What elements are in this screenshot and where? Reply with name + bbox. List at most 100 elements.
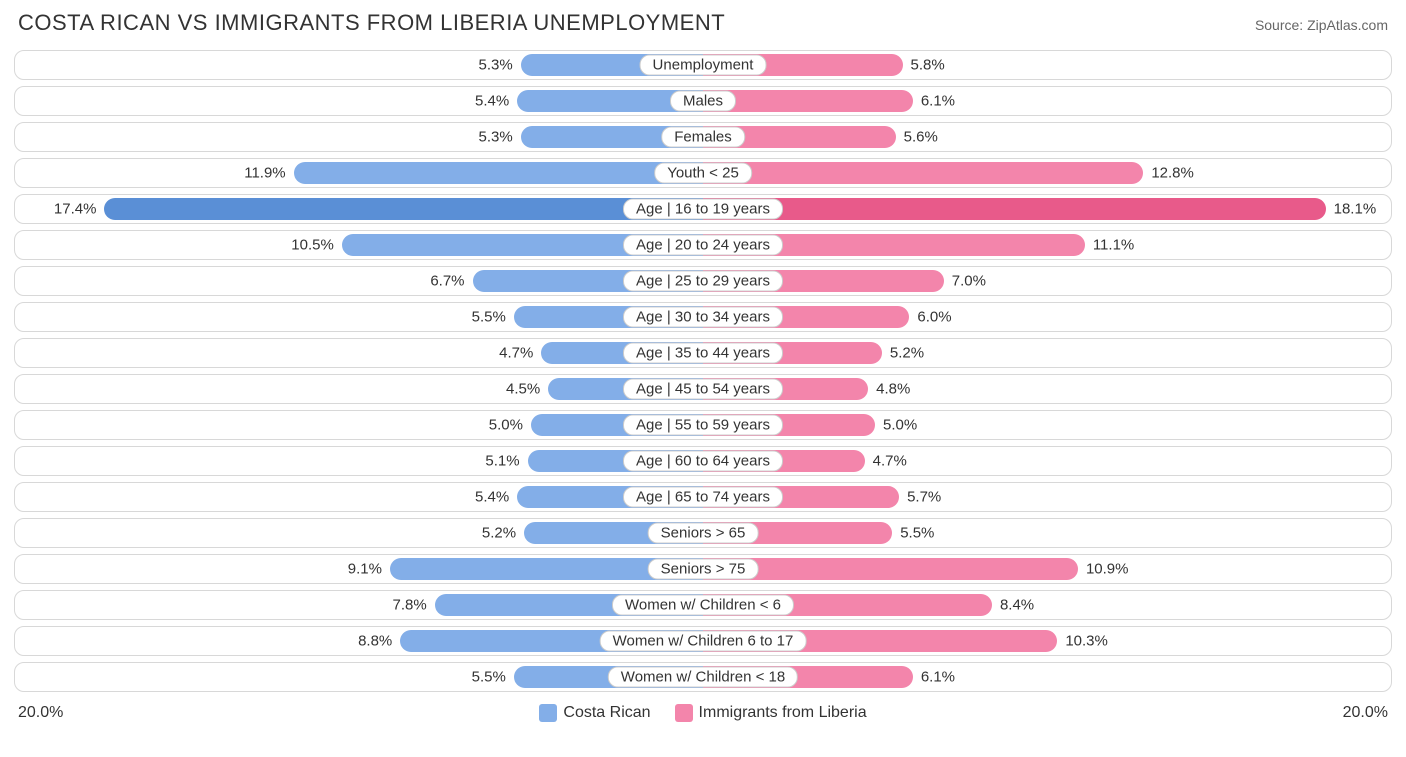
row-right-half: 5.7% <box>703 483 1391 511</box>
category-label: Seniors > 65 <box>648 523 759 544</box>
value-right: 5.0% <box>883 417 917 434</box>
chart-row: 9.1% 10.9% Seniors > 75 <box>14 554 1392 584</box>
category-label: Women w/ Children < 6 <box>612 595 794 616</box>
bar-right <box>703 198 1326 220</box>
row-left-half: 5.3% <box>15 123 703 151</box>
category-label: Seniors > 75 <box>648 559 759 580</box>
chart-row: 5.4% 5.7% Age | 65 to 74 years <box>14 482 1392 512</box>
value-right: 12.8% <box>1151 165 1194 182</box>
value-left: 5.5% <box>472 669 506 686</box>
value-right: 5.5% <box>900 525 934 542</box>
chart-row: 5.2% 5.5% Seniors > 65 <box>14 518 1392 548</box>
chart-row: 5.3%5.8%Unemployment <box>14 50 1392 80</box>
bar-left <box>294 162 703 184</box>
category-label: Age | 60 to 64 years <box>623 451 783 472</box>
value-left: 4.5% <box>506 381 540 398</box>
chart-row: 11.9% 12.8% Youth < 25 <box>14 158 1392 188</box>
chart-row: 5.3% 5.6% Females <box>14 122 1392 152</box>
value-left: 5.0% <box>489 417 523 434</box>
category-label: Women w/ Children 6 to 17 <box>600 631 807 652</box>
value-left: 6.7% <box>430 273 464 290</box>
axis-max-right: 20.0% <box>1343 704 1388 722</box>
category-label: Age | 55 to 59 years <box>623 415 783 436</box>
value-right: 6.1% <box>921 669 955 686</box>
row-right-half: 11.1% <box>703 231 1391 259</box>
row-right-half: 6.1% <box>703 663 1391 691</box>
value-right: 10.3% <box>1065 633 1108 650</box>
value-left: 8.8% <box>358 633 392 650</box>
chart-row: 10.5%11.1%Age | 20 to 24 years <box>14 230 1392 260</box>
row-right-half: 6.1% <box>703 87 1391 115</box>
value-left: 5.3% <box>478 57 512 74</box>
row-left-half: 10.5% <box>15 231 703 259</box>
value-right: 5.2% <box>890 345 924 362</box>
value-right: 5.8% <box>911 57 945 74</box>
value-left: 5.4% <box>475 93 509 110</box>
row-right-half: 6.0% <box>703 303 1391 331</box>
row-left-half: 5.4% <box>15 483 703 511</box>
chart-row: 4.5%4.8%Age | 45 to 54 years <box>14 374 1392 404</box>
row-left-half: 5.0% <box>15 411 703 439</box>
legend: Costa Rican Immigrants from Liberia <box>539 704 866 722</box>
category-label: Males <box>670 91 736 112</box>
chart-title: COSTA RICAN VS IMMIGRANTS FROM LIBERIA U… <box>18 10 725 36</box>
bar-left <box>104 198 703 220</box>
value-right: 18.1% <box>1334 201 1377 218</box>
category-label: Women w/ Children < 18 <box>608 667 798 688</box>
value-right: 8.4% <box>1000 597 1034 614</box>
row-left-half: 7.8% <box>15 591 703 619</box>
row-left-half: 6.7% <box>15 267 703 295</box>
value-left: 5.5% <box>472 309 506 326</box>
category-label: Youth < 25 <box>654 163 752 184</box>
chart-row: 5.4% 6.1% Males <box>14 86 1392 116</box>
legend-label-left: Costa Rican <box>563 704 650 722</box>
row-right-half: 5.2% <box>703 339 1391 367</box>
legend-swatch-right <box>675 704 693 722</box>
value-right: 6.1% <box>921 93 955 110</box>
row-left-half: 5.3% <box>15 51 703 79</box>
row-right-half: 4.7% <box>703 447 1391 475</box>
value-left: 4.7% <box>499 345 533 362</box>
value-right: 7.0% <box>952 273 986 290</box>
value-right: 4.7% <box>873 453 907 470</box>
chart-footer: 20.0% Costa Rican Immigrants from Liberi… <box>14 700 1392 726</box>
category-label: Age | 65 to 74 years <box>623 487 783 508</box>
row-left-half: 9.1% <box>15 555 703 583</box>
row-right-half: 7.0% <box>703 267 1391 295</box>
row-left-half: 5.5% <box>15 303 703 331</box>
value-left: 5.2% <box>482 525 516 542</box>
legend-swatch-left <box>539 704 557 722</box>
category-label: Age | 25 to 29 years <box>623 271 783 292</box>
legend-label-right: Immigrants from Liberia <box>699 704 867 722</box>
value-left: 7.8% <box>392 597 426 614</box>
value-right: 11.1% <box>1093 237 1134 254</box>
row-left-half: 17.4% <box>15 195 703 223</box>
row-left-half: 5.2% <box>15 519 703 547</box>
row-right-half: 4.8% <box>703 375 1391 403</box>
bar-right <box>703 558 1078 580</box>
axis-max-left: 20.0% <box>18 704 63 722</box>
chart-row: 5.0% 5.0% Age | 55 to 59 years <box>14 410 1392 440</box>
legend-item-left: Costa Rican <box>539 704 650 722</box>
value-left: 11.9% <box>244 165 285 182</box>
chart-source: Source: ZipAtlas.com <box>1255 17 1388 33</box>
row-left-half: 4.7% <box>15 339 703 367</box>
value-right: 5.7% <box>907 489 941 506</box>
row-right-half: 5.6% <box>703 123 1391 151</box>
value-left: 9.1% <box>348 561 382 578</box>
value-right: 4.8% <box>876 381 910 398</box>
chart-row: 6.7% 7.0% Age | 25 to 29 years <box>14 266 1392 296</box>
value-left: 5.1% <box>485 453 519 470</box>
row-left-half: 4.5% <box>15 375 703 403</box>
chart-row: 17.4% 18.1% Age | 16 to 19 years <box>14 194 1392 224</box>
row-right-half: 18.1% <box>703 195 1391 223</box>
row-right-half: 10.9% <box>703 555 1391 583</box>
category-label: Females <box>661 127 745 148</box>
value-right: 5.6% <box>904 129 938 146</box>
chart-row: 5.5% 6.1% Women w/ Children < 18 <box>14 662 1392 692</box>
value-right: 10.9% <box>1086 561 1129 578</box>
row-left-half: 11.9% <box>15 159 703 187</box>
category-label: Age | 16 to 19 years <box>623 199 783 220</box>
diverging-bar-chart: 5.3%5.8%Unemployment5.4%6.1%Males5.3%5.6… <box>14 50 1392 692</box>
row-right-half: 5.8% <box>703 51 1391 79</box>
